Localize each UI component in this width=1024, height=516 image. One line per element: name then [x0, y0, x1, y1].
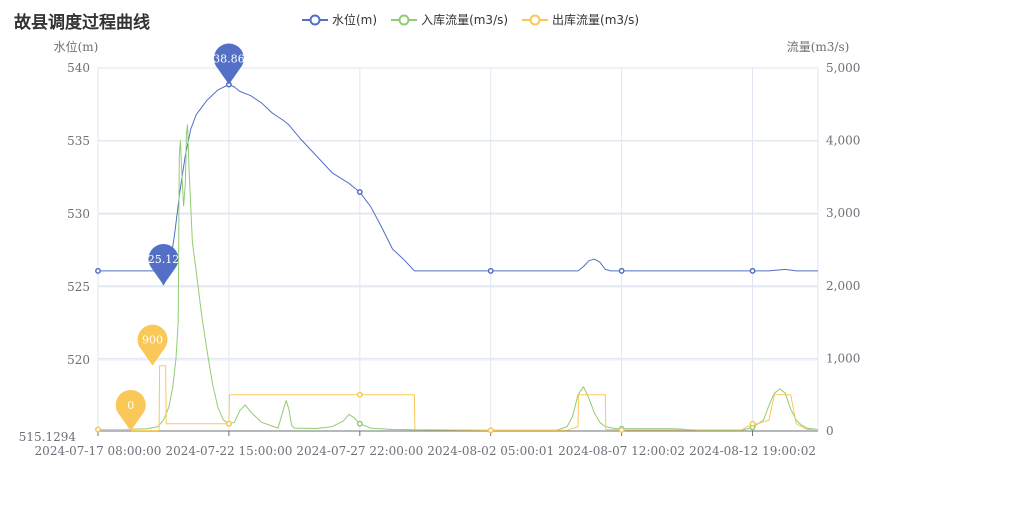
y-left-min-label: 515.1294 — [19, 430, 77, 444]
y-right-tick-label: 3,000 — [826, 206, 860, 220]
data-point-outflow — [619, 428, 623, 432]
data-point-outflow — [750, 422, 754, 426]
data-point-water-level — [750, 269, 754, 273]
x-tick-label: 2024-07-22 15:00:00 — [165, 444, 292, 458]
data-point-outflow — [489, 428, 493, 432]
marker-label: 0 — [127, 399, 134, 412]
y-right-tick-label: 4,000 — [826, 134, 860, 148]
y-right-tick-label: 2,000 — [826, 279, 860, 293]
series-line-water-level — [98, 85, 818, 286]
x-tick-label: 2024-07-17 08:00:00 — [35, 444, 162, 458]
series-line-inflow — [98, 125, 818, 431]
data-point-water-level — [358, 190, 362, 194]
y-left-tick-label: 520 — [67, 353, 90, 367]
x-tick-label: 2024-08-02 05:00:01 — [427, 444, 554, 458]
x-tick-label: 2024-08-12 19:00:02 — [689, 444, 816, 458]
marker-label: 900 — [142, 334, 163, 347]
data-point-water-level — [489, 269, 493, 273]
data-point-water-level — [619, 269, 623, 273]
y-right-tick-label: 1,000 — [826, 351, 860, 365]
y-right-tick-label: 5,000 — [826, 61, 860, 75]
data-point-outflow — [227, 422, 231, 426]
y-right-tick-label: 0 — [826, 424, 834, 438]
marker-label: 525.129 — [141, 253, 187, 266]
marker-label: 538.869 — [206, 53, 252, 66]
y-left-tick-label: 540 — [67, 61, 90, 75]
data-point-outflow — [96, 427, 100, 431]
series-line-outflow — [98, 366, 818, 431]
y-left-tick-label: 530 — [67, 207, 90, 221]
data-point-inflow — [358, 422, 362, 426]
x-tick-label: 2024-08-07 12:00:02 — [558, 444, 685, 458]
x-tick-label: 2024-07-27 22:00:00 — [296, 444, 423, 458]
data-point-outflow — [358, 393, 362, 397]
data-point-water-level — [96, 269, 100, 273]
y-left-tick-label: 535 — [67, 134, 90, 148]
y-right-axis-title: 流量(m3/s) — [787, 40, 850, 54]
y-left-axis-title: 水位(m) — [54, 39, 99, 54]
y-left-tick-label: 525 — [67, 280, 90, 294]
